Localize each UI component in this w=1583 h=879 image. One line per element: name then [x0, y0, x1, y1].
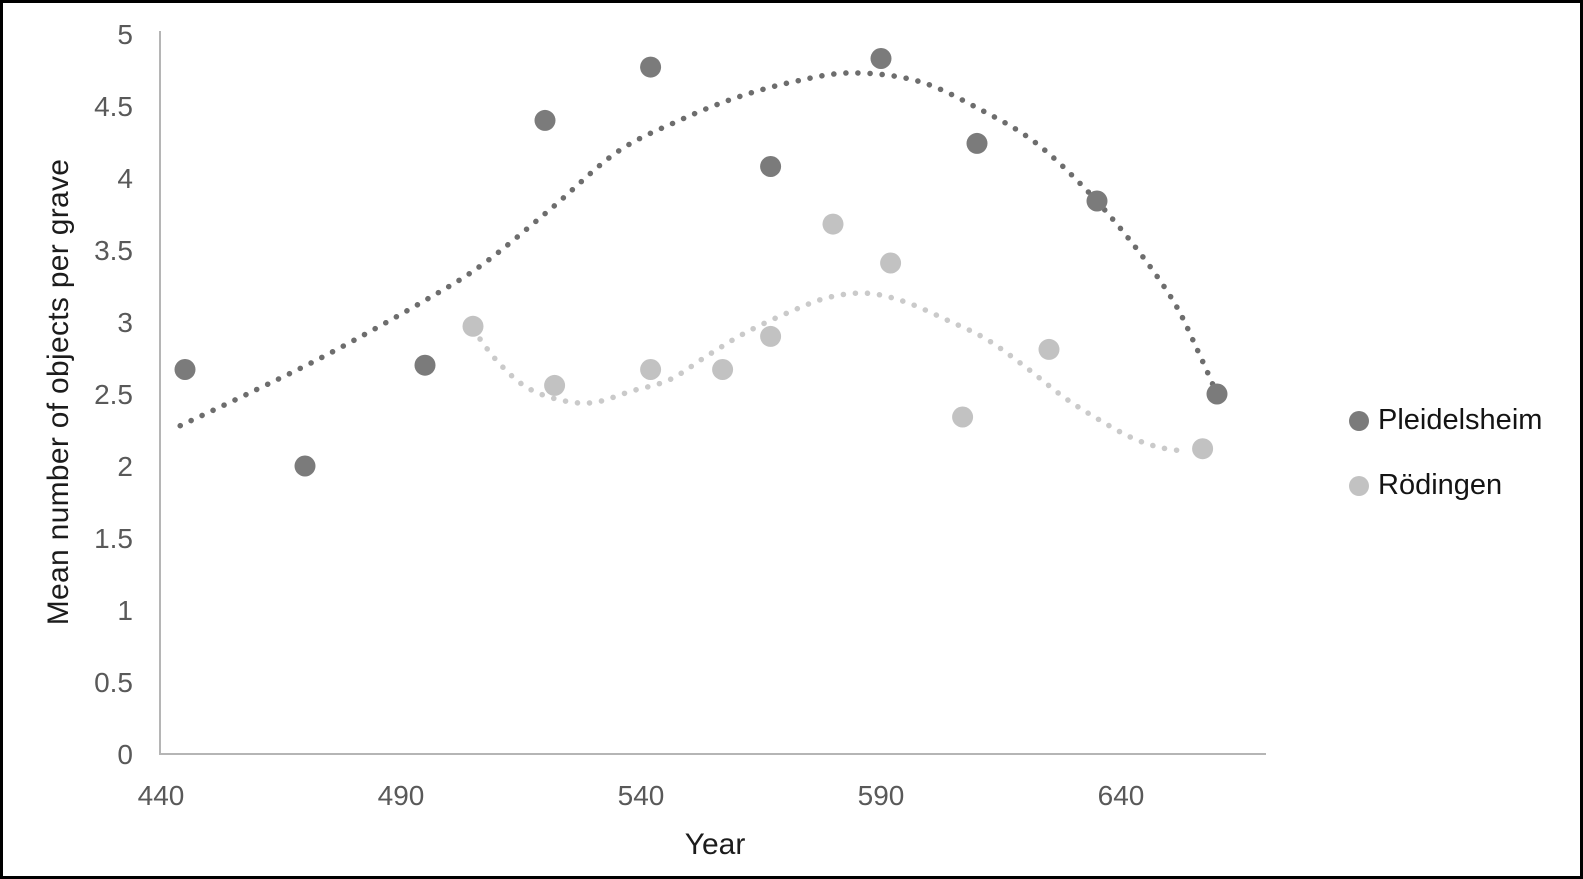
- data-point-pleidelsheim: [640, 56, 662, 78]
- data-point-rödingen: [952, 406, 974, 428]
- legend-marker-roedingen-icon: [1349, 475, 1369, 496]
- data-point-rödingen: [1038, 338, 1060, 360]
- data-point-pleidelsheim: [534, 109, 556, 131]
- data-point-rödingen: [462, 315, 484, 337]
- data-point-rödingen: [544, 374, 566, 396]
- data-point-rödingen: [822, 213, 844, 235]
- y-tick-label: 2.5: [94, 379, 133, 410]
- legend-item-pleidelsheim: Pleidelsheim: [1349, 404, 1542, 437]
- legend-marker-pleidelsheim-icon: [1349, 410, 1369, 431]
- y-tick-label: 5: [117, 19, 133, 50]
- y-tick-label: 0: [117, 739, 133, 770]
- y-tick-label: 1: [117, 595, 133, 626]
- x-tick-label: 540: [618, 780, 665, 811]
- data-point-pleidelsheim: [966, 132, 988, 154]
- y-tick-label: 4.5: [94, 91, 133, 122]
- scatter-plot-canvas: 0 0.5 1 1.5 2 2.5 3 3.5 4 4.5 5 440 490 540 590 640: [94, 19, 1266, 811]
- data-point-rödingen: [1192, 438, 1214, 460]
- data-point-rödingen: [712, 359, 734, 380]
- data-point-pleidelsheim: [760, 156, 782, 177]
- x-tick-label: 590: [858, 780, 905, 811]
- data-point-rödingen: [760, 325, 782, 347]
- y-tick-label: 2: [117, 451, 133, 482]
- legend-label-pleidelsheim: Pleidelsheim: [1378, 404, 1543, 436]
- data-point-pleidelsheim: [870, 48, 892, 69]
- legend-item-roedingen: Rödingen: [1349, 469, 1542, 502]
- y-tick-label: 3.5: [94, 235, 133, 266]
- x-tick-label: 640: [1098, 780, 1145, 811]
- data-point-pleidelsheim: [294, 455, 316, 477]
- y-tick-label: 3: [117, 307, 133, 338]
- trendline-pleidelsheim: [177, 70, 1220, 429]
- y-tick-label: 0.5: [94, 667, 133, 698]
- x-axis-title: Year: [684, 828, 746, 861]
- data-point-rödingen: [880, 252, 902, 274]
- trendline-rödingen: [470, 290, 1191, 455]
- data-point-pleidelsheim: [174, 359, 196, 380]
- data-point-pleidelsheim: [1086, 190, 1108, 212]
- y-tick-label: 1.5: [94, 523, 133, 554]
- data-point-pleidelsheim: [1206, 383, 1228, 405]
- legend: Pleidelsheim Rödingen: [1349, 404, 1542, 502]
- y-tick-label: 4: [117, 163, 133, 194]
- data-point-rödingen: [640, 359, 662, 380]
- y-axis-title: Mean number of objects per grave: [42, 158, 75, 626]
- data-point-pleidelsheim: [414, 354, 436, 376]
- legend-label-roedingen: Rödingen: [1378, 469, 1503, 501]
- x-tick-label: 440: [138, 780, 185, 811]
- x-tick-label: 490: [378, 780, 425, 811]
